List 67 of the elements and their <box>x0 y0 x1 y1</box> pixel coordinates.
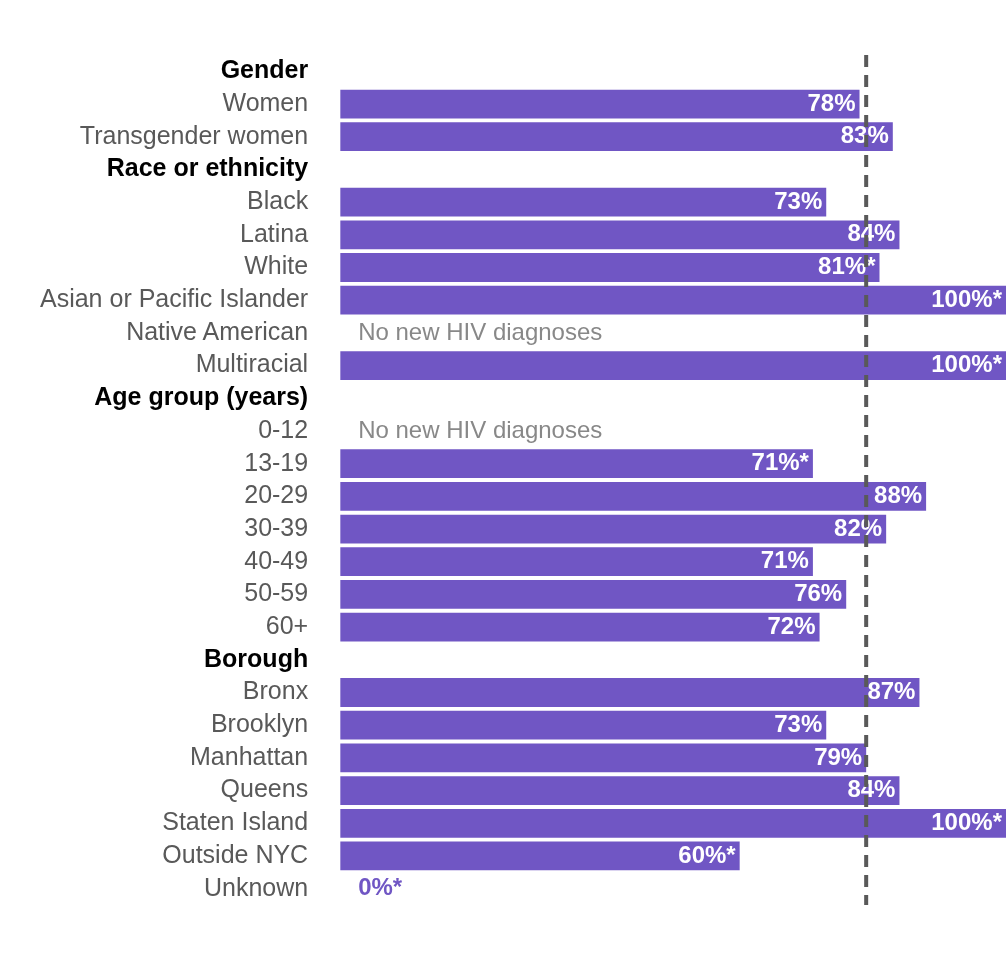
data-label: 82% <box>834 513 883 541</box>
data-label: 100%* <box>931 284 1003 312</box>
y-tick-label: Brooklyn <box>210 709 309 738</box>
data-label: 84% <box>847 775 896 803</box>
data-label: 73% <box>774 186 823 214</box>
bar <box>340 220 900 250</box>
y-tick-label: Transgender women <box>79 120 309 149</box>
y-tick-label: Gender <box>220 55 309 84</box>
bar <box>340 351 1006 380</box>
data-label: 100%* <box>931 807 1003 835</box>
y-tick-label: 30-39 <box>244 512 309 541</box>
data-label: 71% <box>760 546 809 574</box>
bar <box>340 187 827 217</box>
bar <box>340 710 827 740</box>
data-label: 71%* <box>751 448 810 476</box>
y-tick-label: 13-19 <box>244 447 309 476</box>
data-label: 84% <box>847 219 896 247</box>
y-tick-label: Women <box>222 87 309 116</box>
y-tick-label: Bronx <box>242 676 309 705</box>
bar <box>340 514 887 544</box>
bar <box>340 89 860 119</box>
data-label: 83% <box>840 121 889 149</box>
data-label: 73% <box>774 709 823 737</box>
y-tick-label: Manhattan <box>190 741 309 770</box>
y-tick-label: Outside NYC <box>162 839 309 868</box>
bar <box>340 547 813 577</box>
y-tick-label: 20-29 <box>244 480 309 509</box>
data-label: 0%* <box>358 873 403 901</box>
y-tick-label: Staten Island <box>162 807 309 836</box>
y-tick-label: Multiracial <box>195 349 309 378</box>
data-label: 87% <box>867 677 916 705</box>
bar <box>340 481 927 511</box>
y-tick-label: Borough <box>204 643 309 672</box>
y-tick-label: 50-59 <box>244 578 309 607</box>
data-label: 79% <box>814 742 863 770</box>
bar <box>340 122 893 152</box>
y-tick-label: Latina <box>240 218 309 247</box>
bar <box>340 808 1006 838</box>
bar <box>340 678 920 707</box>
data-label: 100%* <box>931 350 1003 378</box>
bar <box>340 776 900 805</box>
y-tick-label: Race or ethnicity <box>106 153 309 182</box>
y-tick-label: 40-49 <box>244 545 309 574</box>
bar <box>340 253 880 282</box>
text: No new HIV diagnoses <box>358 415 603 443</box>
bar <box>340 580 847 609</box>
data-label: 72% <box>767 611 816 639</box>
y-tick-label: Native American <box>126 316 309 345</box>
y-tick-label: White <box>244 251 309 280</box>
data-label: 88% <box>874 480 923 508</box>
y-tick-label: Age group (years) <box>94 382 309 411</box>
text: No new HIV diagnoses <box>358 317 603 345</box>
y-tick-label: Unknown <box>203 872 309 901</box>
y-tick-label: Black <box>247 186 309 215</box>
y-tick-label: Asian or Pacific Islander <box>39 284 309 313</box>
bar <box>340 612 820 642</box>
data-label: 60%* <box>678 840 737 868</box>
bar <box>340 285 1006 315</box>
data-label: 76% <box>794 579 843 607</box>
bar <box>340 841 740 871</box>
y-tick-label: Queens <box>220 774 309 803</box>
bar <box>340 449 813 479</box>
bar <box>340 743 867 773</box>
data-label: 78% <box>807 88 856 116</box>
y-tick-label: 0-12 <box>258 414 309 443</box>
data-label: 81%* <box>818 252 877 280</box>
y-tick-label: 60+ <box>265 611 309 640</box>
